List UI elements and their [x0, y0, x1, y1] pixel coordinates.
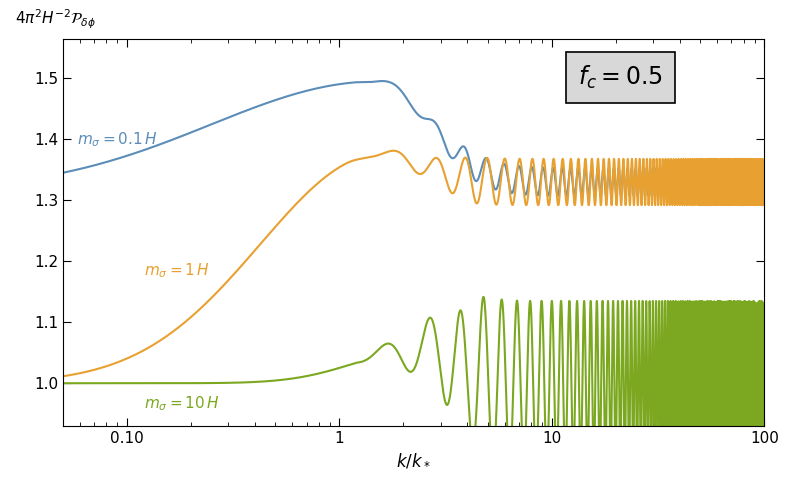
Text: $f_c = 0.5$: $f_c = 0.5$ — [578, 64, 663, 91]
X-axis label: $k/k_*$: $k/k_*$ — [396, 452, 431, 469]
Text: $m_\sigma = 1\,H$: $m_\sigma = 1\,H$ — [144, 261, 210, 280]
Text: $m_\sigma = 10\,H$: $m_\sigma = 10\,H$ — [144, 394, 220, 413]
Y-axis label: $4\pi^2 H^{-2}\mathcal{P}_{\delta\phi}$: $4\pi^2 H^{-2}\mathcal{P}_{\delta\phi}$ — [16, 8, 97, 31]
Text: $m_\sigma = 0.1\,H$: $m_\sigma = 0.1\,H$ — [76, 130, 158, 149]
